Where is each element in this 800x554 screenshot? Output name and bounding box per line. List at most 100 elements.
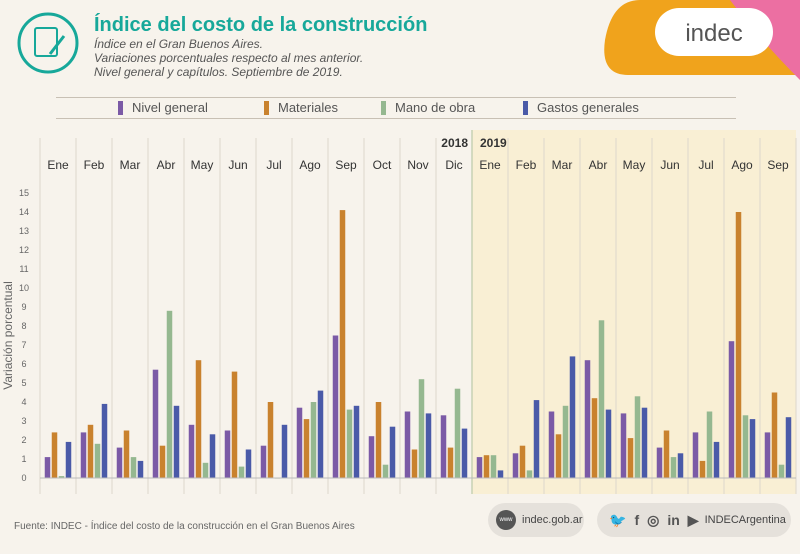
bar — [605, 409, 612, 478]
bar — [152, 369, 159, 478]
page-title: Índice del costo de la construcción — [94, 14, 428, 36]
bar — [569, 356, 576, 478]
bar — [281, 424, 288, 478]
y-tick-label: 8 — [21, 321, 26, 331]
y-tick-label: 0 — [21, 473, 26, 483]
y-tick-label: 7 — [21, 340, 26, 350]
social-handle: INDECArgentina — [704, 514, 786, 526]
document-icon-circle — [17, 12, 79, 74]
month-label: Jul — [266, 158, 281, 172]
y-tick-label: 5 — [21, 378, 26, 388]
bar — [476, 457, 483, 478]
bar — [245, 449, 252, 478]
bar — [519, 445, 526, 478]
bar — [461, 428, 468, 478]
bar — [404, 411, 411, 478]
month-label: Sep — [335, 158, 357, 172]
brand-logo-text: indec — [685, 20, 742, 47]
bar — [123, 430, 130, 478]
bar — [159, 445, 166, 478]
bar — [749, 419, 756, 478]
legend-swatch — [118, 100, 123, 115]
bar — [65, 441, 72, 478]
y-tick-label: 14 — [19, 207, 29, 217]
bar — [310, 402, 317, 478]
y-axis-label: Variación porcentual — [1, 281, 15, 390]
bar — [641, 407, 648, 478]
bar — [785, 417, 792, 478]
bar — [562, 405, 569, 478]
legend-swatch — [264, 100, 269, 115]
bar — [94, 443, 101, 478]
youtube-icon[interactable]: ▶ — [687, 511, 699, 528]
bar — [764, 432, 771, 478]
bar — [303, 419, 310, 478]
month-label: Jun — [660, 158, 679, 172]
bar — [202, 462, 209, 478]
document-icon — [34, 27, 58, 57]
bar — [411, 449, 418, 478]
linkedin-icon[interactable]: in — [667, 512, 680, 528]
month-label: May — [191, 158, 214, 172]
bar — [656, 447, 663, 478]
instagram-icon[interactable]: ◎ — [647, 511, 660, 528]
month-label: Jul — [698, 158, 713, 172]
bar — [101, 403, 108, 478]
legend-item-mano-de-obra: Mano de obra — [381, 100, 475, 115]
y-tick-label: 10 — [19, 283, 29, 293]
month-label: Mar — [552, 158, 573, 172]
bar — [80, 432, 87, 478]
bar — [58, 476, 65, 478]
bar — [512, 453, 519, 478]
legend-label: Materiales — [278, 100, 338, 115]
bar — [555, 434, 562, 478]
legend-item-materiales: Materiales — [264, 100, 338, 115]
bar — [130, 457, 137, 478]
bar — [490, 455, 497, 478]
month-label: Ago — [299, 158, 321, 172]
legend-item-gastos-generales: Gastos generales — [523, 100, 639, 115]
website-label: indec.gob.ar — [522, 514, 583, 526]
legend-item-nivel-general: Nivel general — [118, 100, 208, 115]
bar — [497, 470, 504, 478]
bar — [447, 447, 454, 478]
bar — [418, 379, 425, 478]
legend-swatch — [381, 100, 386, 115]
bar — [533, 400, 540, 478]
bar — [375, 402, 382, 478]
y-tick-label: 6 — [21, 359, 26, 369]
bar — [389, 426, 396, 478]
bar — [713, 441, 720, 478]
bar — [742, 415, 749, 478]
bar — [195, 360, 202, 478]
bar — [137, 460, 144, 478]
globe-icon: www — [496, 510, 516, 530]
website-link[interactable]: www indec.gob.ar — [488, 503, 584, 537]
bar — [699, 460, 706, 478]
bar — [238, 466, 245, 478]
bar — [173, 405, 180, 478]
bar — [663, 430, 670, 478]
facebook-icon[interactable]: f — [634, 512, 640, 528]
month-label: Dic — [445, 158, 462, 172]
brand-logo-pill — [655, 8, 773, 56]
bar — [188, 424, 195, 478]
bar — [728, 341, 735, 478]
bar — [51, 432, 58, 478]
twitter-icon[interactable]: 🐦 — [609, 511, 627, 528]
bar — [44, 457, 51, 478]
y-tick-label: 11 — [19, 264, 28, 274]
bar — [627, 438, 634, 478]
social-links: 🐦 f ◎ in ▶ INDECArgentina — [597, 503, 791, 537]
bar — [332, 335, 339, 478]
bar — [425, 413, 432, 478]
legend-label: Gastos generales — [537, 100, 639, 115]
subtitle-line-1: Índice en el Gran Buenos Aires. — [94, 37, 263, 51]
y-tick-label: 15 — [19, 188, 29, 198]
bar — [677, 453, 684, 478]
y-tick-label: 2 — [21, 435, 26, 445]
bar — [382, 464, 389, 478]
month-label: Ene — [47, 158, 69, 172]
legend-swatch — [523, 100, 528, 115]
pencil-icon — [48, 35, 66, 55]
